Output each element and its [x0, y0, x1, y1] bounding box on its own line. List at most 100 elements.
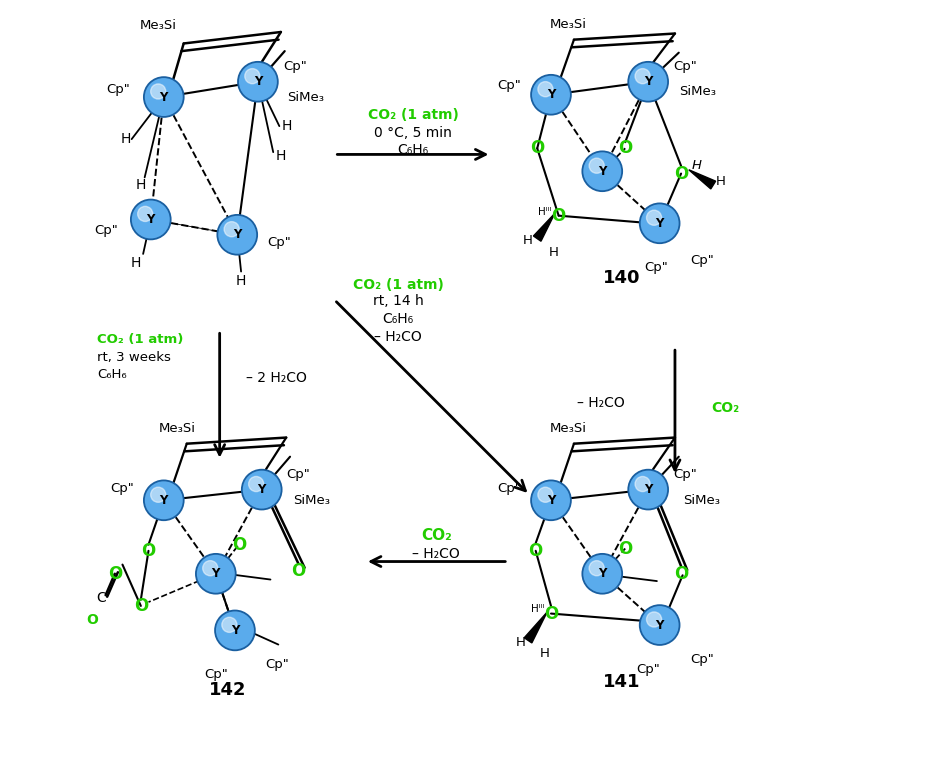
- Text: C: C: [96, 591, 106, 605]
- Text: O: O: [86, 613, 98, 627]
- Text: Cp": Cp": [268, 236, 291, 249]
- Text: H: H: [276, 149, 286, 163]
- Circle shape: [215, 611, 255, 650]
- Circle shape: [583, 554, 623, 594]
- Circle shape: [144, 481, 184, 520]
- Text: Cp": Cp": [283, 60, 307, 73]
- Text: Y: Y: [233, 228, 242, 241]
- Text: O: O: [551, 207, 565, 225]
- Text: Cp": Cp": [644, 261, 667, 274]
- Text: O: O: [528, 541, 543, 560]
- Circle shape: [640, 605, 680, 645]
- Circle shape: [635, 476, 650, 492]
- Text: Y: Y: [258, 483, 266, 496]
- Polygon shape: [533, 214, 555, 241]
- Circle shape: [640, 204, 680, 243]
- Text: Cp": Cp": [636, 663, 660, 676]
- Text: Cp": Cp": [497, 482, 521, 495]
- Text: O: O: [544, 604, 558, 623]
- Polygon shape: [688, 170, 716, 189]
- Text: Y: Y: [160, 494, 168, 507]
- Text: H: H: [135, 178, 146, 192]
- Circle shape: [144, 77, 184, 117]
- Circle shape: [242, 470, 282, 509]
- Circle shape: [248, 476, 264, 492]
- Circle shape: [538, 487, 553, 502]
- Circle shape: [245, 68, 260, 84]
- Text: – 2 H₂CO: – 2 H₂CO: [247, 371, 307, 385]
- Text: Y: Y: [546, 88, 555, 101]
- Text: Cp": Cp": [109, 482, 133, 495]
- Text: CO₂ (1 atm): CO₂ (1 atm): [367, 108, 459, 121]
- Text: CO₂: CO₂: [421, 528, 451, 543]
- Text: Y: Y: [656, 217, 664, 230]
- Text: Me₃Si: Me₃Si: [549, 18, 586, 31]
- Text: Y: Y: [147, 213, 155, 226]
- Text: Me₃Si: Me₃Si: [549, 422, 586, 435]
- Text: Me₃Si: Me₃Si: [159, 422, 196, 435]
- Text: C₆H₆: C₆H₆: [97, 369, 127, 382]
- Text: Y: Y: [254, 75, 262, 88]
- Circle shape: [583, 151, 623, 191]
- Text: Cp": Cp": [690, 653, 714, 666]
- Text: 141: 141: [603, 674, 640, 691]
- Text: O: O: [291, 562, 306, 581]
- Circle shape: [538, 81, 553, 97]
- Text: Cp": Cp": [287, 468, 310, 481]
- Circle shape: [635, 68, 650, 84]
- Text: CO₂ (1 atm): CO₂ (1 atm): [97, 333, 184, 346]
- Circle shape: [646, 612, 662, 627]
- Text: Y: Y: [598, 165, 606, 177]
- Text: 0 °C, 5 min: 0 °C, 5 min: [374, 126, 452, 140]
- Text: Cp": Cp": [497, 79, 521, 92]
- Text: Hᴵᴵᴵ: Hᴵᴵᴵ: [530, 604, 544, 614]
- Text: H: H: [236, 273, 247, 288]
- Text: Y: Y: [211, 568, 220, 581]
- Circle shape: [150, 487, 166, 502]
- Text: 140: 140: [603, 270, 640, 287]
- Text: O: O: [133, 597, 148, 615]
- Circle shape: [646, 210, 662, 225]
- Circle shape: [589, 158, 605, 174]
- Circle shape: [238, 62, 278, 101]
- Circle shape: [224, 222, 239, 237]
- Text: Hᴵᴵᴵ: Hᴵᴵᴵ: [538, 207, 551, 217]
- Circle shape: [196, 554, 236, 594]
- Text: Y: Y: [546, 494, 555, 507]
- Text: rt, 14 h: rt, 14 h: [372, 294, 424, 309]
- Polygon shape: [525, 612, 547, 643]
- Text: rt, 3 weeks: rt, 3 weeks: [97, 351, 171, 364]
- Text: Y: Y: [644, 75, 652, 88]
- Text: – H₂CO: – H₂CO: [578, 396, 625, 410]
- Text: O: O: [674, 564, 688, 583]
- Circle shape: [628, 470, 668, 509]
- Text: Cp": Cp": [94, 224, 118, 237]
- Text: H: H: [120, 132, 130, 146]
- Text: Y: Y: [644, 483, 652, 496]
- Text: H: H: [130, 256, 141, 270]
- Text: Y: Y: [160, 91, 168, 104]
- Circle shape: [217, 215, 257, 255]
- Text: C₆H₆: C₆H₆: [398, 143, 428, 157]
- Circle shape: [150, 84, 166, 99]
- Text: O: O: [141, 541, 155, 560]
- Circle shape: [531, 74, 571, 114]
- Text: SiMe₃: SiMe₃: [293, 494, 330, 507]
- Circle shape: [222, 617, 237, 632]
- Text: – H₂CO: – H₂CO: [412, 547, 460, 561]
- Text: SiMe₃: SiMe₃: [684, 494, 721, 507]
- Text: Cp": Cp": [690, 253, 714, 266]
- Circle shape: [589, 561, 605, 576]
- Circle shape: [138, 207, 152, 221]
- Text: H: H: [523, 233, 533, 247]
- Text: H: H: [515, 636, 526, 649]
- Text: SiMe₃: SiMe₃: [288, 91, 325, 104]
- Circle shape: [628, 62, 668, 101]
- Text: SiMe₃: SiMe₃: [680, 85, 717, 98]
- Text: O: O: [618, 540, 632, 558]
- Text: H: H: [540, 647, 550, 660]
- Text: H: H: [282, 119, 292, 133]
- Text: O: O: [618, 139, 632, 157]
- Text: Y: Y: [230, 624, 239, 637]
- Text: O: O: [108, 564, 122, 583]
